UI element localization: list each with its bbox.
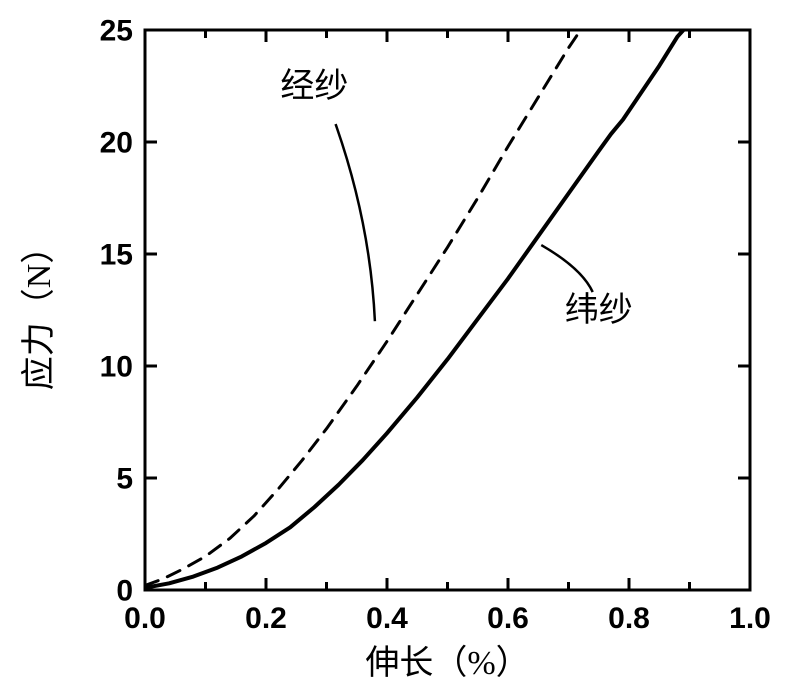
series-label-weft-yarn: 纬纱 (565, 291, 633, 329)
x-axis-label: 伸长（%） (365, 644, 529, 682)
y-tick-label: 10 (100, 351, 133, 384)
x-tick-label: 1.0 (729, 602, 771, 635)
series-label-warp-yarn: 经纱 (280, 67, 348, 105)
y-tick-label: 15 (100, 239, 133, 272)
y-tick-label: 25 (100, 15, 133, 48)
y-tick-label: 5 (116, 463, 133, 496)
stress-elongation-chart: 0.00.20.40.60.81.00510152025经纱纬纱伸长（%）应力（… (0, 0, 800, 694)
y-axis-label: 应力（N） (20, 230, 58, 391)
x-tick-label: 0.8 (608, 602, 650, 635)
x-tick-label: 0.2 (245, 602, 287, 635)
x-tick-label: 0.4 (366, 602, 408, 635)
x-tick-label: 0.6 (487, 602, 529, 635)
y-tick-label: 0 (116, 575, 133, 608)
y-tick-label: 20 (100, 127, 133, 160)
